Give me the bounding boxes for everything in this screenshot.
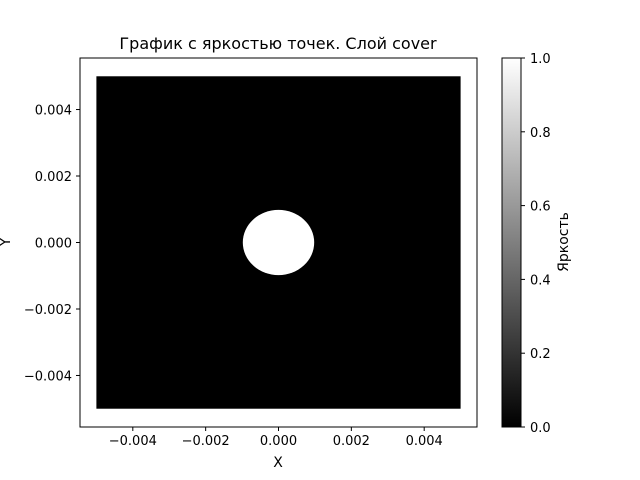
y-axis-ticks: −0.004 −0.002 0.000 0.002 0.004 — [24, 104, 80, 384]
x-axis-ticks: −0.004 −0.002 0.000 0.002 0.004 — [109, 427, 443, 449]
chart-title: График с яркостью точек. Слой cover — [119, 34, 437, 53]
colorbar-gradient — [502, 58, 521, 427]
x-tick-label: 0.002 — [333, 434, 370, 449]
colorbar-tick-label: 0.0 — [530, 421, 551, 436]
x-tick-label: −0.004 — [109, 434, 157, 449]
y-tick-label: −0.004 — [24, 369, 72, 384]
colorbar-tick-label: 0.8 — [530, 126, 551, 141]
data-layer — [96, 76, 461, 409]
y-axis-label: Y — [0, 237, 14, 247]
colorbar-frame — [501, 57, 522, 428]
x-axis-label: X — [273, 455, 283, 471]
y-tick-label: 0.002 — [35, 170, 72, 185]
bright-disk — [242, 209, 315, 276]
colorbar: 0.0 0.2 0.4 0.6 0.8 1.0 Яркость — [501, 52, 572, 436]
y-tick-label: 0.000 — [35, 237, 72, 252]
plot-area: −0.004 −0.002 0.000 0.002 0.004 −0.004 −0.002… — [24, 57, 478, 449]
y-tick-label: 0.004 — [35, 104, 72, 119]
colorbar-tick-label: 0.2 — [530, 347, 551, 362]
x-tick-label: 0.004 — [406, 434, 443, 449]
y-tick-label: −0.002 — [24, 303, 72, 318]
colorbar-tick-label: 0.6 — [530, 200, 551, 215]
colorbar-ticks: 0.0 0.2 0.4 0.6 0.8 1.0 — [521, 52, 551, 436]
colorbar-tick-label: 0.4 — [530, 273, 551, 288]
colorbar-label: Яркость — [556, 212, 572, 272]
x-tick-label: 0.000 — [260, 434, 297, 449]
x-tick-label: −0.002 — [182, 434, 230, 449]
colorbar-tick-label: 1.0 — [530, 52, 551, 67]
